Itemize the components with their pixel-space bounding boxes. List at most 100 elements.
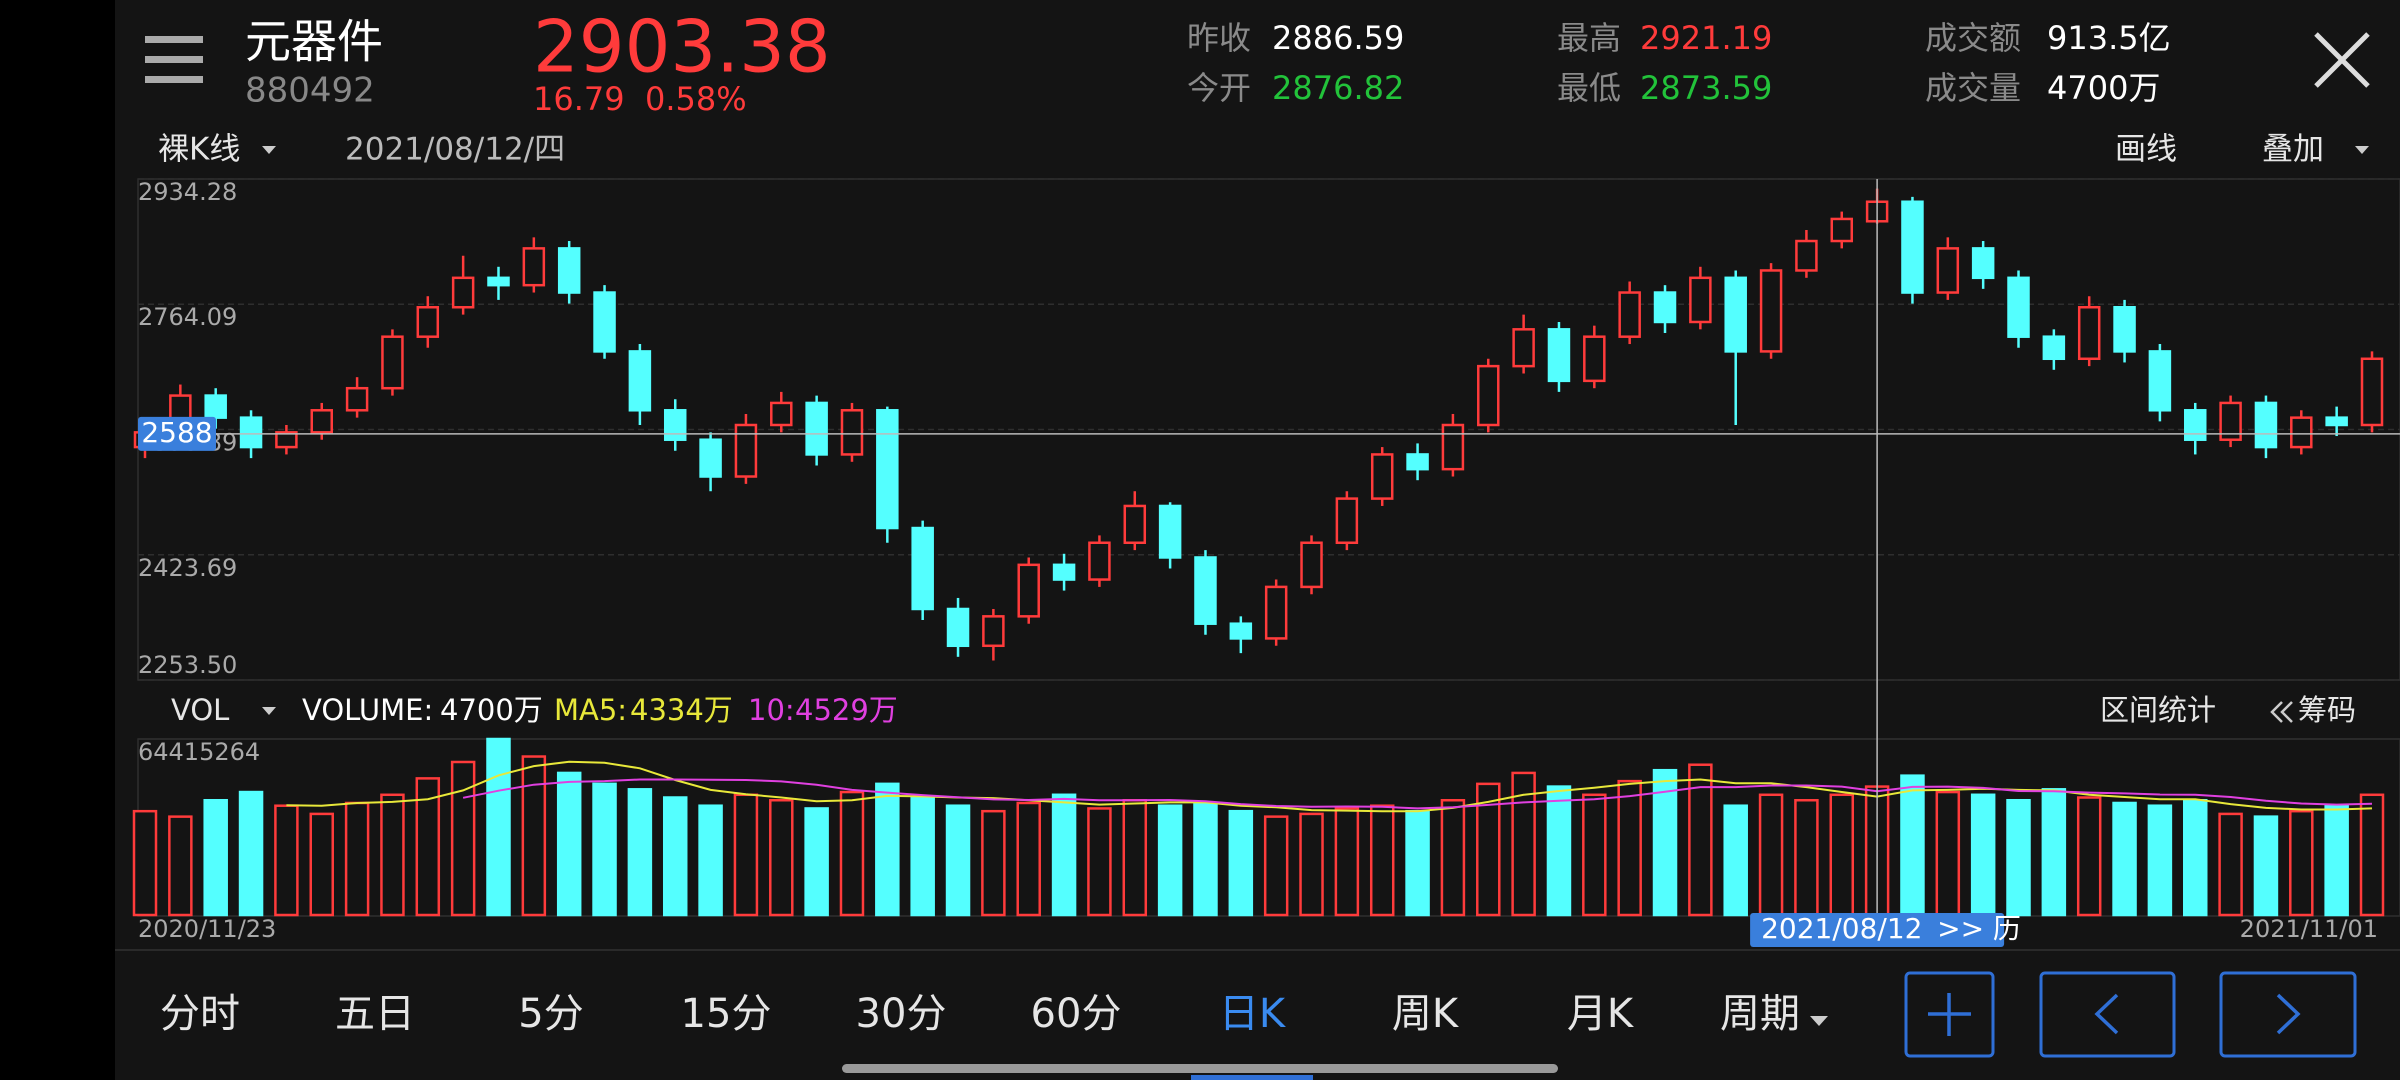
period-tabs: 分时 五日 5分 15分 30分 60分 日K 周K 月K 周期 xyxy=(160,991,1828,1037)
volume-bar xyxy=(1723,804,1748,917)
candle-body xyxy=(416,306,440,338)
chips-button[interactable]: 筹码 xyxy=(2270,693,2356,727)
period-tab[interactable]: 5分 xyxy=(518,991,583,1037)
volume-bar xyxy=(1758,793,1784,917)
button-frame xyxy=(1904,971,1995,1058)
candle-body xyxy=(805,401,828,456)
stock-name: 元器件 xyxy=(245,15,383,69)
ma-line xyxy=(462,778,2373,810)
candle-body xyxy=(2360,357,2384,427)
volume-bar xyxy=(2112,801,2137,917)
stat-label: 今开 xyxy=(1187,69,1251,107)
menu-button[interactable] xyxy=(145,36,203,83)
chevron-icon xyxy=(2270,701,2293,723)
volume-bar xyxy=(2147,804,2173,917)
overlay-dropdown[interactable]: 叠加 xyxy=(2262,132,2369,168)
candle-body xyxy=(1194,556,1217,625)
candle-body xyxy=(2113,306,2136,353)
volume-bar xyxy=(1299,812,1324,917)
toolbar-date: 2021/08/12/四 xyxy=(345,132,565,168)
volume-bar xyxy=(1652,768,1678,917)
volume-bar xyxy=(1476,782,1501,917)
volume-bar xyxy=(981,809,1006,917)
volume-bar xyxy=(1228,809,1254,917)
volume-bar xyxy=(698,804,723,917)
volume-bar xyxy=(1051,793,1077,917)
volume-chart: 64415264 xyxy=(132,737,2400,917)
volume-bar xyxy=(1369,804,1395,917)
volume-bar xyxy=(804,807,829,917)
candle-body xyxy=(1370,453,1394,500)
period-tab[interactable]: 60分 xyxy=(1031,991,1122,1037)
volume-bar xyxy=(1405,809,1430,917)
candle-body xyxy=(1088,541,1111,581)
candle-body xyxy=(1901,200,1924,294)
volume-bar xyxy=(733,793,759,917)
interval-stats-button[interactable]: 区间统计 xyxy=(2100,693,2216,727)
candle-body xyxy=(1689,276,1712,324)
stat-value: 2876.82 xyxy=(1272,69,1404,107)
crosshair-price-box xyxy=(138,416,216,451)
volume-bar xyxy=(132,809,158,917)
candle-body xyxy=(946,607,970,648)
draw-button[interactable]: 画线 xyxy=(2115,132,2177,168)
volume-bar xyxy=(1157,804,1183,917)
volume-bar xyxy=(450,760,476,917)
crosshair-price: 2588 xyxy=(141,416,212,449)
candle-body xyxy=(1158,504,1182,559)
volume-bar xyxy=(2289,809,2314,917)
volume-bar xyxy=(238,790,264,917)
volume-bar xyxy=(2006,798,2031,917)
indicator-label: VOL xyxy=(171,693,229,727)
stat-label: 最高 xyxy=(1557,19,1621,57)
candle-body xyxy=(663,409,687,441)
next-button[interactable] xyxy=(2219,971,2357,1058)
period-tab[interactable]: 周期 xyxy=(1720,991,1800,1037)
volume-bar xyxy=(1900,774,1925,917)
candle-body xyxy=(239,416,263,449)
dropdown-arrow xyxy=(1810,1016,1828,1026)
ma-legend-value: 4334万 xyxy=(630,693,733,727)
mode-dropdown[interactable]: 裸K线 xyxy=(158,132,276,168)
candle-body xyxy=(1830,217,1854,243)
candle-body xyxy=(345,386,369,412)
ma-line xyxy=(286,760,2373,813)
candle-body xyxy=(982,615,1005,648)
stat-label: 成交量 xyxy=(1925,69,2021,107)
candle-body xyxy=(310,409,333,434)
candle-body xyxy=(451,276,475,309)
volume-bar xyxy=(521,755,547,917)
tab-indicator xyxy=(1191,1075,1313,1080)
ma-legend-name: 10: xyxy=(748,693,795,727)
stat-value: 913.5亿 xyxy=(2047,19,2171,57)
period-tab[interactable]: 15分 xyxy=(681,991,772,1037)
candle-body xyxy=(2077,306,2101,361)
stock-code: 880492 xyxy=(245,71,375,111)
candle-body xyxy=(1406,453,1429,471)
volume-bar xyxy=(1334,807,1360,917)
candle-body xyxy=(1335,497,1359,545)
add-button[interactable] xyxy=(1904,971,1995,1058)
y-tick-label: 2423.69 xyxy=(138,554,237,582)
period-tab[interactable]: 周K xyxy=(1392,991,1460,1037)
candle-body xyxy=(1123,504,1147,545)
period-tab[interactable]: 五日 xyxy=(335,991,415,1037)
candle-body xyxy=(770,401,793,427)
volume-bar xyxy=(1582,793,1607,917)
prev-button[interactable] xyxy=(2039,971,2176,1058)
period-tab[interactable]: 30分 xyxy=(856,991,947,1037)
candle-body xyxy=(1052,563,1076,581)
period-tab[interactable]: 日K xyxy=(1219,991,1287,1037)
indicator-dropdown[interactable]: VOL xyxy=(171,693,276,727)
stats: 昨收 2886.59 今开 2876.82 最高 2921.19 最低 2873.59 成交额 9… xyxy=(1187,19,2171,107)
period-tab[interactable]: 月K xyxy=(1567,991,1635,1037)
close-button[interactable] xyxy=(2314,32,2370,88)
volume-bar xyxy=(2359,793,2385,917)
volume-bar xyxy=(1263,815,1289,917)
candle-body xyxy=(1547,328,1571,383)
candle-body xyxy=(275,431,298,449)
stat-value: 4700万 xyxy=(2047,69,2160,107)
volume-bar xyxy=(1511,771,1536,917)
period-tab[interactable]: 分时 xyxy=(160,991,240,1037)
